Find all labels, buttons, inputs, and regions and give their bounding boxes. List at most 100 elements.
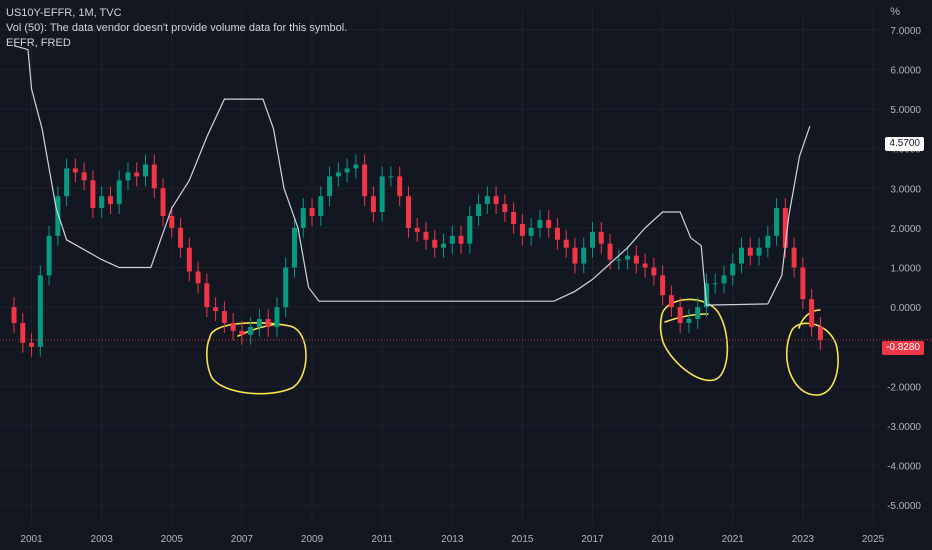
symbol-title[interactable]: US10Y-EFFR, 1M, TVC xyxy=(6,7,122,19)
candle-body xyxy=(598,231,604,244)
candle-body xyxy=(142,164,148,177)
candle-body xyxy=(81,172,87,181)
candle-body xyxy=(300,208,306,228)
candle-body xyxy=(64,168,70,197)
time-axis[interactable]: 2001 2003 2005 2007 2009 2011 2013 2015 2017 2019… xyxy=(20,534,884,545)
candle-body xyxy=(546,219,552,228)
spread-last-value-badge: -0.8280 xyxy=(882,341,924,355)
y-tick-label: 3.0000 xyxy=(890,184,921,195)
x-tick-label: 2013 xyxy=(441,534,464,545)
candle-body xyxy=(817,326,823,340)
candle-body xyxy=(774,208,780,236)
candle-body xyxy=(213,307,219,312)
y-tick-label: 7.0000 xyxy=(890,26,921,37)
candle-body xyxy=(607,243,613,260)
spread-candles xyxy=(11,154,823,357)
candle-body xyxy=(11,307,17,323)
candle-body xyxy=(55,196,61,236)
candle-body xyxy=(800,267,806,300)
candle-body xyxy=(467,216,473,244)
y-tick-label: 5.0000 xyxy=(890,105,921,116)
x-tick-label: 2023 xyxy=(792,534,815,545)
candle-body xyxy=(712,283,718,285)
candle-body xyxy=(441,243,447,248)
candle-body xyxy=(572,247,578,264)
candle-body xyxy=(344,168,350,173)
candle-body xyxy=(563,239,569,248)
candle-body xyxy=(335,172,341,177)
candle-body xyxy=(747,247,753,256)
candle-body xyxy=(703,283,709,308)
annotation-circle-2007 xyxy=(206,322,307,395)
candle-body xyxy=(782,208,788,248)
annotation-circle-2023 xyxy=(785,322,839,396)
candle-body xyxy=(660,275,666,296)
candle-body xyxy=(642,263,648,268)
candle-body xyxy=(37,275,43,347)
candle-body xyxy=(668,295,674,308)
volume-indicator-note[interactable]: Vol (50): The data vendor doesn't provid… xyxy=(6,22,348,34)
candle-body xyxy=(178,227,184,248)
candle-body xyxy=(107,196,113,205)
y-tick-label: 0.0000 xyxy=(890,303,921,314)
candle-body xyxy=(318,196,324,216)
y-tick-label: -4.0000 xyxy=(887,462,921,473)
y-tick-label: -5.0000 xyxy=(887,501,921,512)
chart-legend: US10Y-EFFR, 1M, TVC Vol (50): The data v… xyxy=(6,6,347,51)
y-tick-label: 1.0000 xyxy=(890,264,921,275)
candle-body xyxy=(362,164,368,197)
x-tick-label: 2009 xyxy=(301,534,324,545)
candle-body xyxy=(265,319,271,327)
candle-body xyxy=(765,235,771,248)
candle-body xyxy=(204,283,210,308)
candle-body xyxy=(221,311,227,323)
candle-body xyxy=(405,196,411,228)
candle-body xyxy=(327,176,333,197)
candle-body xyxy=(292,227,298,268)
candle-body xyxy=(169,216,175,228)
candle-body xyxy=(370,196,376,213)
effr-series-label[interactable]: EFFR, FRED xyxy=(6,37,71,49)
candle-body xyxy=(537,219,543,228)
y-tick-label: 6.0000 xyxy=(890,65,921,76)
candle-body xyxy=(502,204,508,213)
candle-body xyxy=(493,196,499,205)
x-tick-label: 2025 xyxy=(862,534,885,545)
candle-body xyxy=(230,322,236,331)
candle-body xyxy=(116,180,122,205)
candle-body xyxy=(721,275,727,284)
candle-body xyxy=(379,176,385,213)
annotation-stroke-2019 xyxy=(664,313,709,323)
candle-body xyxy=(90,180,96,209)
candle-body xyxy=(686,319,692,323)
candle-body xyxy=(195,271,201,284)
candle-body xyxy=(134,172,140,177)
y-tick-label: 2.0000 xyxy=(890,224,921,235)
candle-body xyxy=(274,307,280,327)
candle-body xyxy=(476,204,482,216)
candle-body xyxy=(554,227,560,240)
x-tick-label: 2011 xyxy=(371,534,393,545)
candle-body xyxy=(151,164,157,189)
x-tick-label: 2015 xyxy=(511,534,534,545)
candle-body xyxy=(756,247,762,256)
x-tick-label: 2003 xyxy=(91,534,114,545)
candle-body xyxy=(458,235,464,244)
y-tick-label: -2.0000 xyxy=(887,382,921,393)
price-axis[interactable]: 7.00006.00005.00004.00003.00002.00001.00… xyxy=(887,26,921,512)
x-tick-label: 2017 xyxy=(581,534,604,545)
candle-body xyxy=(397,176,403,197)
candle-body xyxy=(283,267,289,308)
candle-body xyxy=(519,223,525,236)
candle-body xyxy=(29,342,35,347)
candle-body xyxy=(160,188,166,216)
candle-body xyxy=(239,330,245,335)
axis-unit-label: % xyxy=(890,6,900,18)
candle-body xyxy=(353,164,359,169)
effr-line xyxy=(13,45,811,306)
candle-body xyxy=(449,235,455,244)
y-tick-label: -3.0000 xyxy=(887,422,921,433)
candle-body xyxy=(423,231,429,240)
candle-body xyxy=(99,196,105,209)
